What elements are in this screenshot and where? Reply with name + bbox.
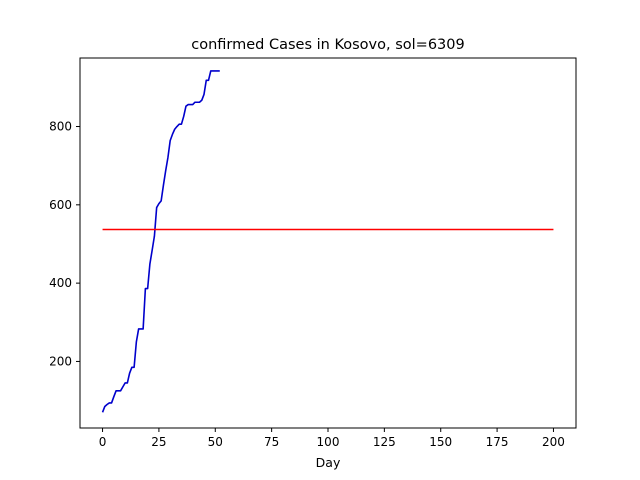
x-tick-label: 125 bbox=[373, 435, 396, 449]
x-tick-label: 150 bbox=[429, 435, 452, 449]
chart-title: confirmed Cases in Kosovo, sol=6309 bbox=[191, 37, 464, 53]
ticks-layer: 0 25 50 75 100 125 150 175 200 200 400 600 800 bbox=[49, 120, 565, 449]
x-tick-label: 175 bbox=[486, 435, 509, 449]
x-tick-label: 25 bbox=[151, 435, 166, 449]
x-tick-label: 0 bbox=[99, 435, 107, 449]
x-tick-label: 50 bbox=[208, 435, 223, 449]
y-tick-label: 400 bbox=[49, 276, 72, 290]
y-tick-label: 600 bbox=[49, 198, 72, 212]
plot-frame bbox=[79, 57, 577, 429]
x-tick-label: 200 bbox=[542, 435, 565, 449]
series-layer bbox=[101, 70, 554, 413]
x-tick-label: 100 bbox=[317, 435, 340, 449]
x-axis-label: Day bbox=[316, 455, 341, 470]
y-tick-label: 800 bbox=[49, 120, 72, 134]
x-tick-label: 75 bbox=[264, 435, 279, 449]
y-tick-label: 200 bbox=[49, 354, 72, 368]
series-line-0 bbox=[101, 70, 220, 413]
